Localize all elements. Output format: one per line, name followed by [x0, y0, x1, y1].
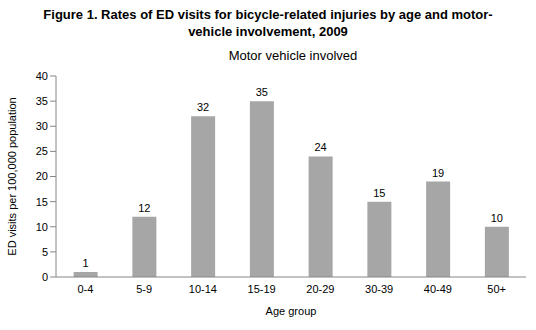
svg-text:15-19: 15-19 [248, 283, 276, 295]
svg-text:10: 10 [36, 221, 48, 233]
svg-text:12: 12 [138, 202, 150, 214]
svg-text:19: 19 [432, 167, 444, 179]
svg-text:25: 25 [36, 145, 48, 157]
svg-text:ED visits per 100,000 populati: ED visits per 100,000 population [8, 97, 18, 255]
html-text:Motor vehicle involved: Motor vehicle involved [228, 48, 358, 63]
svg-text:35: 35 [256, 86, 268, 98]
svg-text:5-9: 5-9 [136, 283, 152, 295]
svg-text:20: 20 [36, 170, 48, 182]
svg-text:Age group: Age group [266, 305, 317, 317]
svg-text:35: 35 [36, 95, 48, 107]
svg-text:40: 40 [36, 70, 48, 82]
svg-text:10-14: 10-14 [189, 283, 217, 295]
svg-text:40-49: 40-49 [424, 283, 452, 295]
html-text:Figure 1. Rates of ED visits f: Figure 1. Rates of ED visits for bicycle… [43, 7, 493, 39]
svg-text:0: 0 [42, 271, 48, 283]
svg-text:15: 15 [36, 196, 48, 208]
svg-text:50+: 50+ [487, 283, 506, 295]
svg-text:24: 24 [315, 141, 327, 153]
svg-text:1: 1 [83, 257, 89, 269]
svg-text:30: 30 [36, 120, 48, 132]
svg-text:32: 32 [197, 101, 209, 113]
svg-text:15: 15 [373, 187, 385, 199]
svg-text:10: 10 [491, 212, 503, 224]
svg-text:20-29: 20-29 [306, 283, 334, 295]
svg-text:5: 5 [42, 246, 48, 258]
svg-text:0-4: 0-4 [77, 283, 93, 295]
svg-text:30-39: 30-39 [365, 283, 393, 295]
